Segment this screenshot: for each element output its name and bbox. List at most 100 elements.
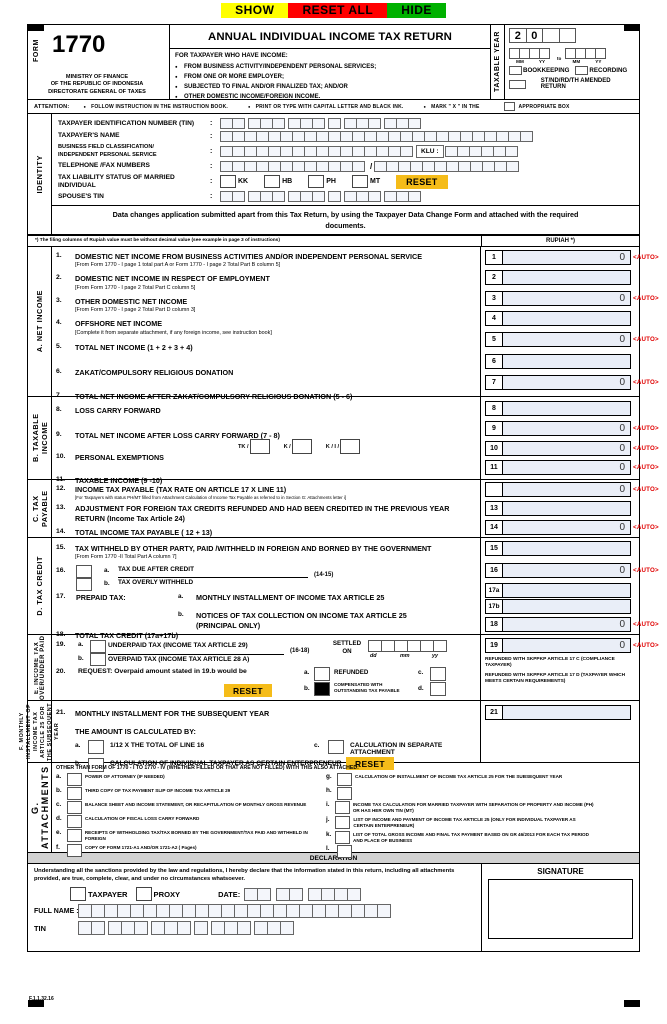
attach-checkbox[interactable] xyxy=(67,801,82,814)
status-checkbox[interactable] xyxy=(220,175,236,188)
bookkeeping-checkbox[interactable] xyxy=(509,66,522,75)
fullname-cell[interactable] xyxy=(143,904,157,918)
tin-cell[interactable] xyxy=(232,118,245,129)
proxy-checkbox[interactable] xyxy=(135,887,152,901)
tin-cell[interactable] xyxy=(408,118,421,129)
date-dd-cell[interactable] xyxy=(257,887,272,901)
status-option-ph[interactable]: PH xyxy=(308,175,336,188)
fullname-cell[interactable] xyxy=(247,904,261,918)
fullname-cell[interactable] xyxy=(169,904,183,918)
fullname-cell[interactable] xyxy=(273,904,287,918)
skppkp-17c-checkbox[interactable] xyxy=(430,667,446,681)
attach-checkbox[interactable] xyxy=(66,829,82,842)
spouse-tin-cell[interactable] xyxy=(272,191,285,202)
decl-tin-cell[interactable] xyxy=(194,921,208,935)
klu-cell[interactable] xyxy=(504,145,518,157)
decl-tin-cell[interactable] xyxy=(211,921,225,935)
attach-checkbox[interactable] xyxy=(335,815,351,829)
date-yy-cell[interactable] xyxy=(308,887,323,901)
tax-overly-checkbox[interactable] xyxy=(76,578,92,592)
attach-checkbox[interactable] xyxy=(67,773,82,786)
fullname-cell[interactable] xyxy=(312,904,326,918)
year-digit-input[interactable]: 0 xyxy=(525,28,543,43)
attach-checkbox[interactable] xyxy=(337,787,352,800)
exemption-input-ki[interactable] xyxy=(340,439,361,454)
spouse-tin-cell[interactable] xyxy=(368,191,381,202)
date-mm-cell[interactable] xyxy=(276,887,291,901)
fullname-cell[interactable] xyxy=(260,904,274,918)
fullname-cell[interactable] xyxy=(299,904,313,918)
attach-checkbox[interactable] xyxy=(67,843,82,857)
date-yy-cell[interactable] xyxy=(347,887,362,901)
tin-cell[interactable] xyxy=(312,118,325,129)
amount-input[interactable] xyxy=(502,705,631,720)
amount-input[interactable]: 0 xyxy=(502,563,631,578)
fullname-cell[interactable] xyxy=(234,904,248,918)
amount-input[interactable]: 0 xyxy=(502,332,631,347)
status-option-hb[interactable]: HB xyxy=(264,175,292,188)
period-to-cell[interactable] xyxy=(595,48,607,59)
attach-checkbox[interactable] xyxy=(335,830,351,844)
decl-tin-cell[interactable] xyxy=(108,921,122,935)
signature-box[interactable] xyxy=(488,879,633,939)
calc-option-a-checkbox[interactable] xyxy=(88,740,104,755)
section-f-reset-button[interactable]: RESET xyxy=(346,757,394,771)
amount-input[interactable] xyxy=(502,583,631,598)
settled-mm-cell[interactable] xyxy=(394,640,408,652)
amount-input[interactable] xyxy=(502,311,631,326)
date-mm-cell[interactable] xyxy=(289,887,304,901)
attach-checkbox[interactable] xyxy=(67,815,82,828)
settled-yy-cell[interactable] xyxy=(420,640,434,652)
spouse-tin-cell[interactable] xyxy=(312,191,325,202)
status-checkbox[interactable] xyxy=(308,175,325,188)
status-option-mt[interactable]: MT xyxy=(351,175,380,188)
amount-input[interactable]: 0 xyxy=(502,460,631,475)
underpaid-checkbox[interactable] xyxy=(90,640,106,653)
fullname-cell[interactable] xyxy=(338,904,352,918)
period-from-cell[interactable] xyxy=(539,48,550,59)
fullname-cell[interactable] xyxy=(91,904,105,918)
exemption-input-tk[interactable] xyxy=(249,439,270,454)
fullname-cell[interactable] xyxy=(286,904,300,918)
year-digit-input[interactable]: 2 xyxy=(509,28,527,43)
date-yy-cell[interactable] xyxy=(321,887,336,901)
overpaid-checkbox[interactable] xyxy=(90,653,106,666)
amended-checkbox[interactable] xyxy=(509,79,526,89)
fullname-cell[interactable] xyxy=(208,904,222,918)
spouse-tin-cell[interactable] xyxy=(232,191,245,202)
spouse-tin-cell[interactable] xyxy=(328,191,341,202)
fullname-cell[interactable] xyxy=(117,904,131,918)
amount-input[interactable] xyxy=(502,599,631,614)
spouse-tin-cell[interactable] xyxy=(408,191,421,202)
fullname-cell[interactable] xyxy=(325,904,339,918)
fullname-cell[interactable] xyxy=(377,904,391,918)
amount-input[interactable] xyxy=(502,501,631,516)
fullname-cell[interactable] xyxy=(104,904,118,918)
identity-reset-button[interactable]: RESET xyxy=(396,174,448,189)
amount-input[interactable]: 0 xyxy=(502,375,631,390)
settled-dd-cell[interactable] xyxy=(368,640,382,652)
decl-tin-cell[interactable] xyxy=(177,921,191,935)
decl-tin-cell[interactable] xyxy=(280,921,294,935)
hide-button[interactable]: HIDE xyxy=(387,2,446,18)
calc-option-b-checkbox[interactable] xyxy=(88,758,104,773)
tin-cell[interactable] xyxy=(328,118,341,129)
amount-input[interactable]: 0 xyxy=(502,291,631,306)
settled-dd-cell[interactable] xyxy=(381,640,395,652)
amount-input[interactable]: 0 xyxy=(502,520,631,535)
fullname-cell[interactable] xyxy=(221,904,235,918)
section-e-reset-button[interactable]: RESET xyxy=(224,684,272,697)
status-checkbox[interactable] xyxy=(351,175,368,188)
calc-option-c-checkbox[interactable] xyxy=(328,740,344,755)
fullname-cell[interactable] xyxy=(351,904,365,918)
decl-tin-cell[interactable] xyxy=(224,921,238,935)
fullname-cell[interactable] xyxy=(130,904,144,918)
exemption-input-k[interactable] xyxy=(291,439,312,454)
amount-input[interactable]: 0 xyxy=(502,482,631,497)
date-yy-cell[interactable] xyxy=(334,887,349,901)
amount-input[interactable]: 0 xyxy=(502,638,631,653)
attach-checkbox[interactable] xyxy=(334,801,350,814)
tin-cell[interactable] xyxy=(368,118,381,129)
fullname-cell[interactable] xyxy=(78,904,92,918)
attach-checkbox[interactable] xyxy=(337,845,352,859)
